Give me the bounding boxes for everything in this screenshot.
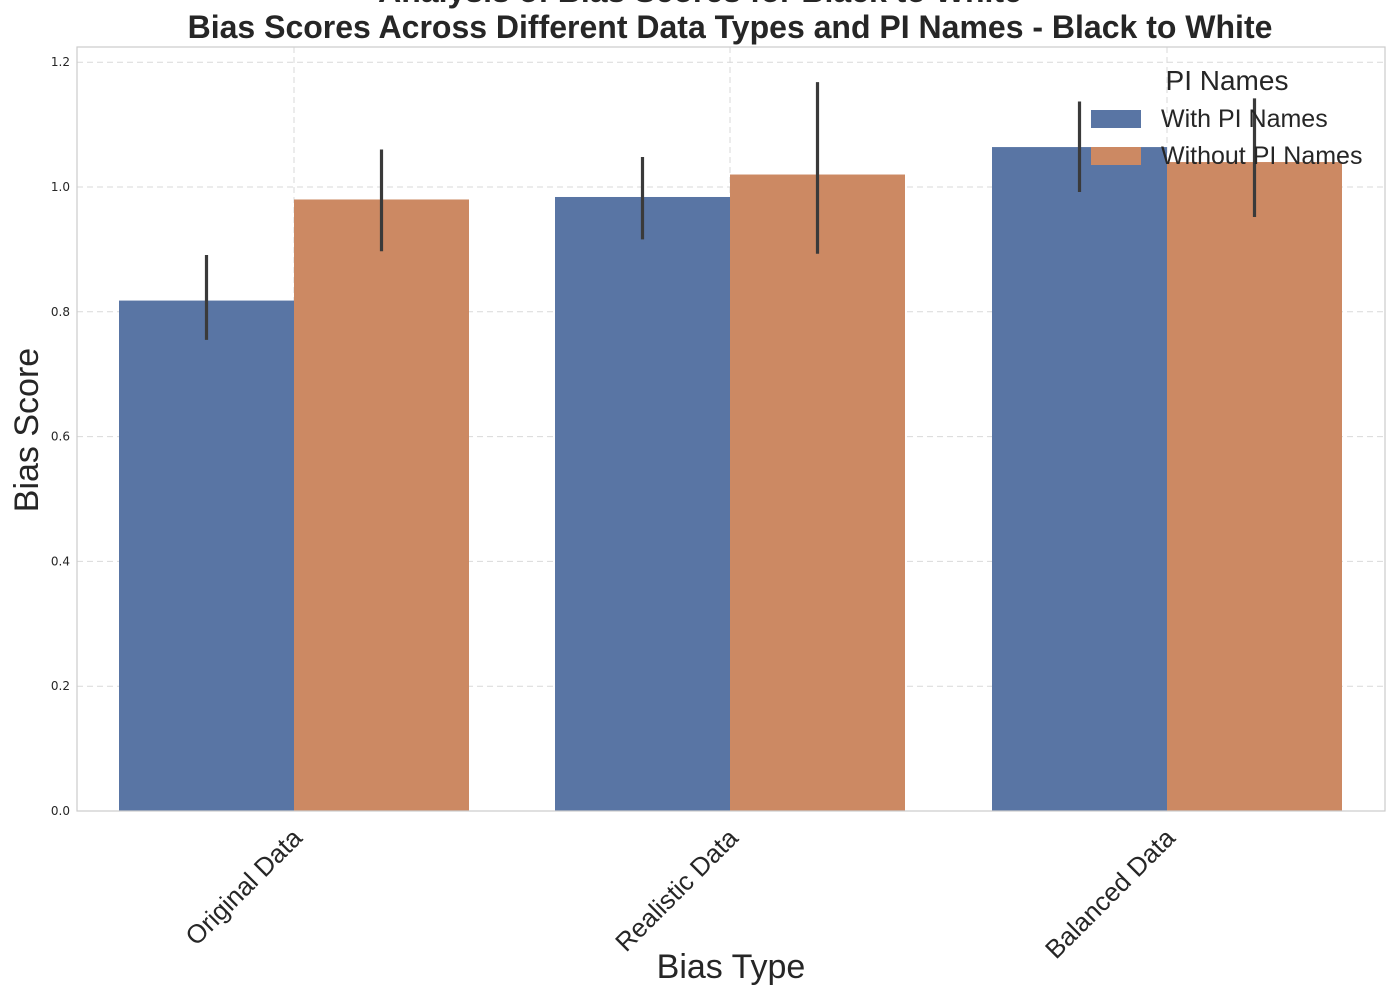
plot-frame [76,46,1386,812]
x-tick-label: Realistic Data [609,822,744,957]
y-tick-label: 0.4 [51,554,70,568]
legend: PI Names With PI Names Without PI Names [1091,65,1362,170]
bar [555,196,730,811]
y-tick-label: 0.8 [51,305,70,319]
bar [992,147,1167,812]
y-tick-label: 1.2 [51,55,70,69]
y-tick-label: 0.0 [51,804,70,818]
y-axis-ticks: 0.0 0.2 0.4 0.6 0.8 1.0 1.2 [51,55,70,818]
legend-swatch [1091,110,1141,128]
legend-entry: Without PI Names [1161,142,1362,170]
y-tick-label: 0.2 [51,679,70,693]
error-bars [204,82,1257,340]
bar [294,199,469,812]
legend-entry: With PI Names [1161,105,1328,133]
x-axis-label: Bias Type [657,948,806,986]
legend-title: PI Names [1166,65,1289,96]
x-tick-label: Original Data [179,822,308,951]
bars [119,147,1342,812]
y-tick-label: 1.0 [51,180,70,194]
bar [1167,162,1342,812]
x-tick-label: Balanced Data [1039,822,1181,964]
y-axis-label: Bias Score [8,348,46,512]
chart-title: Analysis of Bias Scores for Black to Whi… [378,0,1022,9]
bar [119,300,294,811]
x-axis-ticks: Original Data Realistic Data Balanced Data [179,822,1181,964]
y-tick-label: 0.6 [51,430,70,444]
chart-subtitle: Bias Scores Across Different Data Types … [188,9,1273,45]
legend-swatch [1091,147,1141,165]
bar [730,174,905,811]
